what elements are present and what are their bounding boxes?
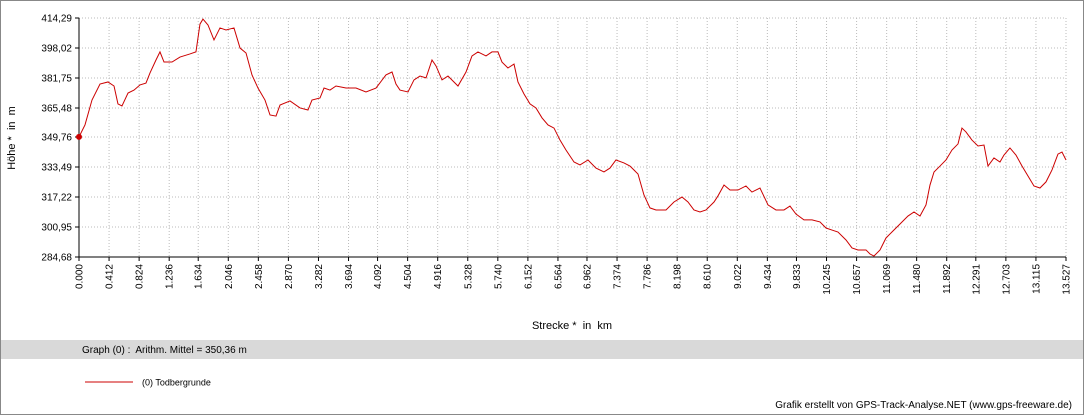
x-tick-label: 0.824 [135, 264, 146, 289]
line-series [78, 18, 1067, 257]
y-tick-label: 381,75 [41, 74, 72, 85]
start-marker [76, 133, 82, 140]
x-tick-label: 8.198 [673, 264, 684, 289]
x-tick-label: 6.564 [553, 264, 564, 289]
x-tick-label: 11.069 [882, 264, 893, 294]
x-tick-label: 6.962 [582, 264, 593, 289]
x-tick-label: 9.434 [763, 264, 774, 289]
credit: Grafik erstellt von GPS-Track-Analyse.NE… [775, 400, 1072, 411]
x-tick-label: 4.916 [433, 264, 444, 289]
x-tick-label: 0.000 [75, 264, 86, 289]
y-tick-label: 333,49 [41, 162, 72, 173]
x-tick-label: 11.480 [912, 264, 923, 294]
x-tick-label: 7.786 [643, 264, 654, 289]
x-tick-label: 3.282 [314, 264, 325, 289]
x-tick-label: 13.527 [1062, 264, 1073, 295]
x-tick-label: 10.657 [852, 264, 863, 295]
x-tick-label: 9.022 [733, 264, 744, 289]
info-text: Graph (0) : Arithm. Mittel = 350,36 m [82, 345, 247, 356]
y-axis-label: Höhe * in m [6, 106, 18, 170]
y-tick-label: 414,29 [41, 14, 72, 25]
x-tick-label: 7.374 [613, 264, 624, 289]
x-tick-label: 4.504 [403, 264, 414, 289]
x-tick-label: 12.703 [1001, 264, 1012, 295]
y-tick-label: 349,76 [41, 132, 72, 143]
x-tick-label: 5.328 [463, 264, 474, 289]
x-tick-label: 12.291 [971, 264, 982, 295]
x-tick-label: 6.152 [523, 264, 534, 289]
x-tick-label: 0.412 [105, 264, 116, 289]
info-bar [1, 340, 1083, 359]
x-tick-label: 1.634 [194, 264, 205, 289]
x-tick-label: 3.694 [344, 264, 355, 289]
y-tick-label: 284,68 [41, 253, 72, 264]
x-tick-label: 2.458 [254, 264, 265, 289]
y-tick-label: 365,48 [41, 104, 72, 115]
x-tick-label: 13.115 [1031, 264, 1042, 294]
x-tick-label: 1.236 [165, 264, 176, 289]
x-tick-label: 4.092 [373, 264, 384, 289]
x-tick-label: 5.740 [493, 264, 504, 289]
y-tick-label: 317,22 [41, 192, 72, 203]
x-tick-label: 9.833 [792, 264, 803, 289]
y-tick-label: 398,02 [41, 44, 72, 55]
x-tick-label: 2.046 [224, 264, 235, 289]
legend-label: (0) Todbergrunde [142, 378, 211, 388]
x-tick-label: 8.610 [703, 264, 714, 289]
x-axis-label: Strecke * in km [532, 320, 612, 332]
y-tick-label: 300,95 [41, 222, 72, 233]
x-tick-label: 11.892 [942, 264, 953, 294]
x-tick-label: 10.245 [822, 264, 833, 295]
x-tick-label: 2.870 [284, 264, 295, 289]
